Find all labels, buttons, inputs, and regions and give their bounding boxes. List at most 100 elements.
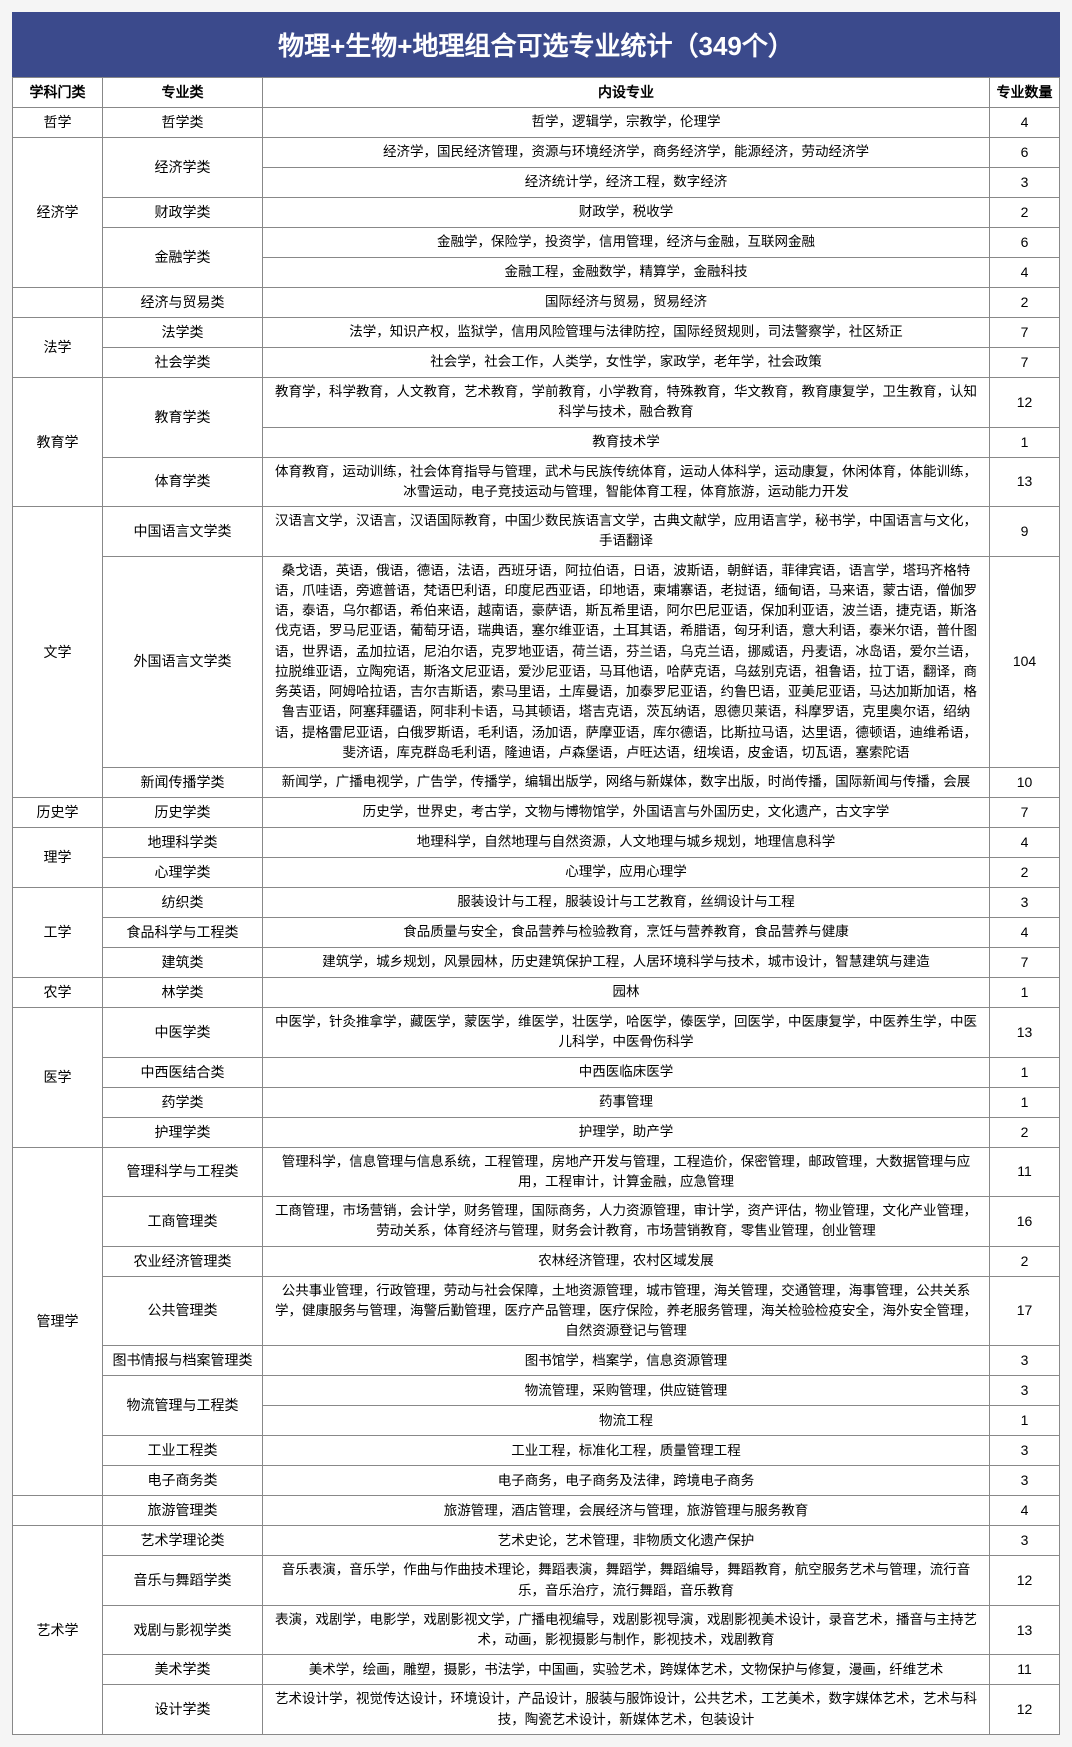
- table-row: 哲学哲学类哲学，逻辑学，宗教学，伦理学4: [13, 108, 1060, 138]
- subcategory-cell: 电子商务类: [103, 1466, 263, 1496]
- count-cell: 1: [990, 978, 1060, 1008]
- content-cell: 历史学，世界史，考古学，文物与博物馆学，外国语言与外国历史，文化遗产，古文字学: [263, 798, 990, 828]
- category-cell: 文学: [13, 507, 103, 798]
- subcategory-cell: 建筑类: [103, 948, 263, 978]
- count-cell: 7: [990, 798, 1060, 828]
- subcategory-cell: 公共管理类: [103, 1276, 263, 1346]
- subcategory-cell: 工业工程类: [103, 1436, 263, 1466]
- table-row: 历史学历史学类历史学，世界史，考古学，文物与博物馆学，外国语言与外国历史，文化遗…: [13, 798, 1060, 828]
- subcategory-cell: 美术学类: [103, 1655, 263, 1685]
- count-cell: 9: [990, 507, 1060, 557]
- subcategory-cell: 法学类: [103, 318, 263, 348]
- table-row: 管理学管理科学与工程类管理科学，信息管理与信息系统，工程管理，房地产开发与管理，…: [13, 1147, 1060, 1197]
- category-cell: 理学: [13, 828, 103, 888]
- content-cell: 金融工程，金融数学，精算学，金融科技: [263, 258, 990, 288]
- subcategory-cell: 食品科学与工程类: [103, 918, 263, 948]
- subcategory-cell: 图书情报与档案管理类: [103, 1346, 263, 1376]
- table-row: 电子商务类电子商务，电子商务及法律，跨境电子商务3: [13, 1466, 1060, 1496]
- category-cell: 经济学: [13, 138, 103, 288]
- content-cell: 艺术史论，艺术管理，非物质文化遗产保护: [263, 1526, 990, 1556]
- content-cell: 艺术设计学，视觉传达设计，环境设计，产品设计，服装与服饰设计，公共艺术，工艺美术…: [263, 1685, 990, 1735]
- count-cell: 2: [990, 288, 1060, 318]
- content-cell: 工业工程，标准化工程，质量管理工程: [263, 1436, 990, 1466]
- category-cell: 管理学: [13, 1147, 103, 1496]
- content-cell: 服装设计与工程，服装设计与工艺教育，丝绸设计与工程: [263, 888, 990, 918]
- content-cell: 财政学，税收学: [263, 198, 990, 228]
- content-cell: 电子商务，电子商务及法律，跨境电子商务: [263, 1466, 990, 1496]
- content-cell: 教育技术学: [263, 427, 990, 457]
- subcategory-cell: 历史学类: [103, 798, 263, 828]
- subcategory-cell: 教育学类: [103, 378, 263, 458]
- count-cell: 7: [990, 948, 1060, 978]
- count-cell: 3: [990, 1526, 1060, 1556]
- count-cell: 1: [990, 1057, 1060, 1087]
- content-cell: 中医学，针灸推拿学，藏医学，蒙医学，维医学，壮医学，哈医学，傣医学，回医学，中医…: [263, 1008, 990, 1058]
- subcategory-cell: 护理学类: [103, 1117, 263, 1147]
- content-cell: 食品质量与安全，食品营养与检验教育，烹饪与营养教育，食品营养与健康: [263, 918, 990, 948]
- table-row: 旅游管理类旅游管理，酒店管理，会展经济与管理，旅游管理与服务教育4: [13, 1496, 1060, 1526]
- count-cell: 4: [990, 258, 1060, 288]
- subcategory-cell: 林学类: [103, 978, 263, 1008]
- category-cell: 医学: [13, 1008, 103, 1148]
- table-row: 金融学类金融学，保险学，投资学，信用管理，经济与金融，互联网金融6: [13, 228, 1060, 258]
- subcategory-cell: 体育学类: [103, 457, 263, 507]
- content-cell: 国际经济与贸易，贸易经济: [263, 288, 990, 318]
- count-cell: 11: [990, 1147, 1060, 1197]
- subcategory-cell: 物流管理与工程类: [103, 1376, 263, 1436]
- count-cell: 1: [990, 1087, 1060, 1117]
- table-row: 文学中国语言文学类汉语言文学，汉语言，汉语国际教育，中国少数民族语言文学，古典文…: [13, 507, 1060, 557]
- count-cell: 12: [990, 378, 1060, 428]
- content-cell: 园林: [263, 978, 990, 1008]
- category-cell: [13, 288, 103, 318]
- subcategory-cell: 纺织类: [103, 888, 263, 918]
- content-cell: 物流管理，采购管理，供应链管理: [263, 1376, 990, 1406]
- count-cell: 13: [990, 1605, 1060, 1655]
- page-container: 物理+生物+地理组合可选专业统计（349个） 学科门类 专业类 内设专业 专业数…: [12, 12, 1060, 1735]
- content-cell: 药事管理: [263, 1087, 990, 1117]
- content-cell: 桑戈语，英语，俄语，德语，法语，西班牙语，阿拉伯语，日语，波斯语，朝鲜语，菲律宾…: [263, 556, 990, 768]
- content-cell: 旅游管理，酒店管理，会展经济与管理，旅游管理与服务教育: [263, 1496, 990, 1526]
- subcategory-cell: 音乐与舞蹈学类: [103, 1556, 263, 1606]
- table-row: 经济学经济学类经济学，国民经济管理，资源与环境经济学，商务经济学，能源经济，劳动…: [13, 138, 1060, 168]
- count-cell: 1: [990, 427, 1060, 457]
- table-row: 教育学教育学类教育学，科学教育，人文教育，艺术教育，学前教育，小学教育，特殊教育…: [13, 378, 1060, 428]
- subcategory-cell: 药学类: [103, 1087, 263, 1117]
- table-row: 美术学类美术学，绘画，雕塑，摄影，书法学，中国画，实验艺术，跨媒体艺术，文物保护…: [13, 1655, 1060, 1685]
- content-cell: 经济统计学，经济工程，数字经济: [263, 168, 990, 198]
- count-cell: 3: [990, 1466, 1060, 1496]
- table-header-row: 学科门类 专业类 内设专业 专业数量: [13, 78, 1060, 108]
- count-cell: 3: [990, 1346, 1060, 1376]
- content-cell: 哲学，逻辑学，宗教学，伦理学: [263, 108, 990, 138]
- content-cell: 建筑学，城乡规划，风景园林，历史建筑保护工程，人居环境科学与技术，城市设计，智慧…: [263, 948, 990, 978]
- subcategory-cell: 经济学类: [103, 138, 263, 198]
- content-cell: 新闻学，广播电视学，广告学，传播学，编辑出版学，网络与新媒体，数字出版，时尚传播…: [263, 768, 990, 798]
- majors-table: 学科门类 专业类 内设专业 专业数量 哲学哲学类哲学，逻辑学，宗教学，伦理学4经…: [12, 77, 1060, 1735]
- subcategory-cell: 新闻传播学类: [103, 768, 263, 798]
- content-cell: 社会学，社会工作，人类学，女性学，家政学，老年学，社会政策: [263, 348, 990, 378]
- table-row: 农业经济管理类农林经济管理，农村区域发展2: [13, 1246, 1060, 1276]
- table-row: 财政学类财政学，税收学2: [13, 198, 1060, 228]
- header-category: 学科门类: [13, 78, 103, 108]
- count-cell: 2: [990, 858, 1060, 888]
- count-cell: 2: [990, 198, 1060, 228]
- subcategory-cell: 旅游管理类: [103, 1496, 263, 1526]
- subcategory-cell: 金融学类: [103, 228, 263, 288]
- count-cell: 11: [990, 1655, 1060, 1685]
- subcategory-cell: 戏剧与影视学类: [103, 1605, 263, 1655]
- subcategory-cell: 中西医结合类: [103, 1057, 263, 1087]
- category-cell: 农学: [13, 978, 103, 1008]
- content-cell: 法学，知识产权，监狱学，信用风险管理与法律防控，国际经贸规则，司法警察学，社区矫…: [263, 318, 990, 348]
- table-row: 物流管理与工程类物流管理，采购管理，供应链管理3: [13, 1376, 1060, 1406]
- content-cell: 表演，戏剧学，电影学，戏剧影视文学，广播电视编导，戏剧影视导演，戏剧影视美术设计…: [263, 1605, 990, 1655]
- count-cell: 3: [990, 168, 1060, 198]
- table-row: 外国语言文学类桑戈语，英语，俄语，德语，法语，西班牙语，阿拉伯语，日语，波斯语，…: [13, 556, 1060, 768]
- count-cell: 1: [990, 1406, 1060, 1436]
- table-row: 理学地理科学类地理科学，自然地理与自然资源，人文地理与城乡规划，地理信息科学4: [13, 828, 1060, 858]
- count-cell: 6: [990, 228, 1060, 258]
- content-cell: 中西医临床医学: [263, 1057, 990, 1087]
- count-cell: 3: [990, 1376, 1060, 1406]
- category-cell: 工学: [13, 888, 103, 978]
- content-cell: 体育教育，运动训练，社会体育指导与管理，武术与民族传统体育，运动人体科学，运动康…: [263, 457, 990, 507]
- subcategory-cell: 外国语言文学类: [103, 556, 263, 768]
- content-cell: 物流工程: [263, 1406, 990, 1436]
